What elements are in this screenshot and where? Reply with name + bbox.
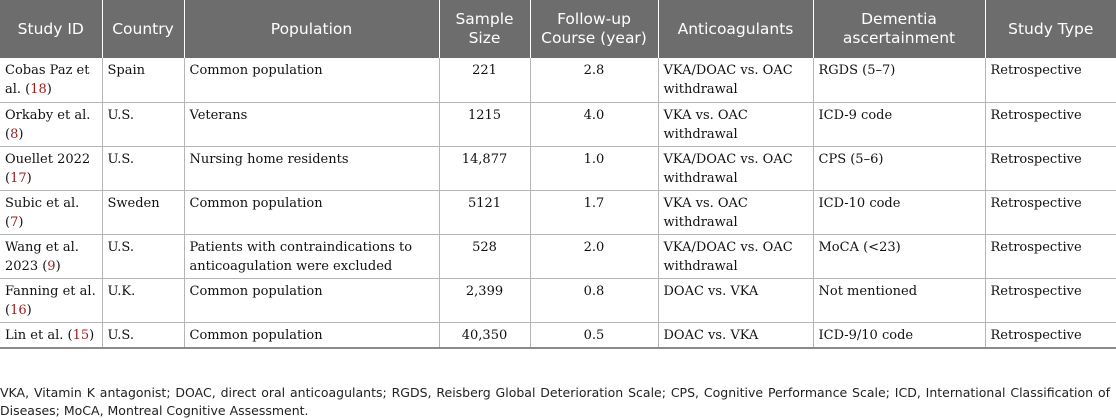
study-type-cell: Retrospective (984, 58, 1116, 103)
study-id-cell: Subic et al. (7) (0, 190, 102, 235)
population-cell: Common population (183, 190, 439, 235)
anticoagulants-cell: DOAC vs. VKA (657, 322, 813, 349)
table-row: Cobas Paz et al. (18) Spain Common popul… (0, 58, 1116, 103)
study-name: Subic et al. ( (5, 195, 80, 230)
table-row: Fanning et al. (16) U.K. Common populati… (0, 278, 1116, 323)
study-id-cell: Lin et al. (15) (0, 322, 102, 349)
dementia-cell: ICD-10 code (812, 190, 985, 235)
study-name: Cobas Paz et al. ( (5, 63, 90, 97)
population-cell: Patients with contraindications to antic… (183, 234, 439, 279)
sample-size-cell: 14,877 (438, 146, 530, 191)
study-name: Ouellet 2022 ( (5, 151, 91, 186)
study-id-cell: Cobas Paz et al. (18) (0, 58, 102, 103)
study-name-close: ) (18, 126, 24, 142)
follow-up-cell: 4.0 (529, 102, 658, 147)
table-body: Cobas Paz et al. (18) Spain Common popul… (0, 58, 1116, 349)
sample-size-cell: 2,399 (438, 278, 530, 323)
study-type-cell: Retrospective (984, 190, 1116, 235)
study-name: Fanning et al. ( (5, 283, 96, 318)
table-row: Orkaby et al. (8) U.S. Veterans 1215 4.0… (0, 102, 1116, 147)
study-type-cell: Retrospective (984, 234, 1116, 279)
study-id-cell: Ouellet 2022 (17) (0, 146, 102, 191)
population-cell: Common population (183, 58, 439, 103)
sample-size-cell: 5121 (438, 190, 530, 235)
sample-size-cell: 40,350 (438, 322, 530, 349)
table-row: Ouellet 2022 (17) U.S. Nursing home resi… (0, 146, 1116, 191)
study-type-cell: Retrospective (984, 278, 1116, 323)
table-footnote: VKA, Vitamin K antagonist; DOAC, direct … (0, 384, 1110, 418)
header-follow-up: Follow-up Course (year) (529, 0, 658, 58)
reference-link[interactable]: 8 (10, 126, 19, 142)
population-cell: Common population (183, 322, 439, 349)
reference-link[interactable]: 7 (10, 214, 19, 230)
dementia-cell: Not mentioned (812, 278, 985, 323)
header-population: Population (183, 0, 439, 58)
follow-up-cell: 2.8 (529, 58, 658, 103)
follow-up-cell: 0.8 (529, 278, 658, 323)
study-name-close: ) (26, 170, 32, 186)
population-cell: Nursing home residents (183, 146, 439, 191)
header-anticoagulants: Anticoagulants (657, 0, 813, 58)
country-cell: Sweden (101, 190, 184, 235)
country-cell: Spain (101, 58, 184, 103)
follow-up-cell: 1.7 (529, 190, 658, 235)
header-country: Country (101, 0, 184, 58)
header-study-id: Study ID (0, 0, 102, 58)
country-cell: U.S. (101, 322, 184, 349)
dementia-cell: ICD-9/10 code (812, 322, 985, 349)
study-type-cell: Retrospective (984, 146, 1116, 191)
study-name-close: ) (46, 82, 52, 97)
study-id-cell: Wang et al. 2023 (9) (0, 234, 102, 279)
table-header: Study ID Country Population Sample Size … (0, 0, 1116, 58)
sample-size-cell: 528 (438, 234, 530, 279)
header-sample-size: Sample Size (438, 0, 530, 58)
country-cell: U.S. (101, 146, 184, 191)
country-cell: U.K. (101, 278, 184, 323)
dementia-cell: ICD-9 code (812, 102, 985, 147)
anticoagulants-cell: VKA/DOAC vs. OAC withdrawal (657, 234, 813, 279)
reference-link[interactable]: 16 (10, 302, 27, 318)
reference-link[interactable]: 17 (10, 170, 27, 186)
study-table: Study ID Country Population Sample Size … (0, 0, 1116, 349)
table-row: Subic et al. (7) Sweden Common populatio… (0, 190, 1116, 235)
study-name-close: ) (89, 327, 95, 343)
anticoagulants-cell: VKA/DOAC vs. OAC withdrawal (657, 146, 813, 191)
dementia-cell: MoCA (<23) (812, 234, 985, 279)
study-name: Wang et al. 2023 ( (5, 239, 79, 274)
dementia-cell: RGDS (5–7) (812, 58, 985, 103)
study-type-cell: Retrospective (984, 102, 1116, 147)
sample-size-cell: 1215 (438, 102, 530, 147)
sample-size-cell: 221 (438, 58, 530, 103)
study-name: Orkaby et al. ( (5, 107, 91, 142)
population-cell: Veterans (183, 102, 439, 147)
anticoagulants-cell: VKA vs. OAC withdrawal (657, 102, 813, 147)
anticoagulants-cell: DOAC vs. VKA (657, 278, 813, 323)
reference-link[interactable]: 9 (47, 258, 56, 274)
study-name-close: ) (26, 302, 32, 318)
header-dementia-ascertainment: Dementia ascertainment (812, 0, 985, 58)
table-row: Wang et al. 2023 (9) U.S. Patients with … (0, 234, 1116, 279)
study-name-close: ) (18, 214, 24, 230)
follow-up-cell: 1.0 (529, 146, 658, 191)
study-type-cell: Retrospective (984, 322, 1116, 349)
study-id-cell: Fanning et al. (16) (0, 278, 102, 323)
anticoagulants-cell: VKA vs. OAC withdrawal (657, 190, 813, 235)
table-row: Lin et al. (15) U.S. Common population 4… (0, 322, 1116, 349)
country-cell: U.S. (101, 234, 184, 279)
reference-link[interactable]: 18 (30, 82, 47, 97)
dementia-cell: CPS (5–6) (812, 146, 985, 191)
study-id-cell: Orkaby et al. (8) (0, 102, 102, 147)
study-name-close: ) (55, 258, 61, 274)
follow-up-cell: 0.5 (529, 322, 658, 349)
country-cell: U.S. (101, 102, 184, 147)
header-study-type: Study Type (984, 0, 1116, 58)
study-name: Lin et al. ( (5, 327, 73, 343)
population-cell: Common population (183, 278, 439, 323)
anticoagulants-cell: VKA/DOAC vs. OAC withdrawal (657, 58, 813, 103)
follow-up-cell: 2.0 (529, 234, 658, 279)
reference-link[interactable]: 15 (72, 327, 90, 343)
